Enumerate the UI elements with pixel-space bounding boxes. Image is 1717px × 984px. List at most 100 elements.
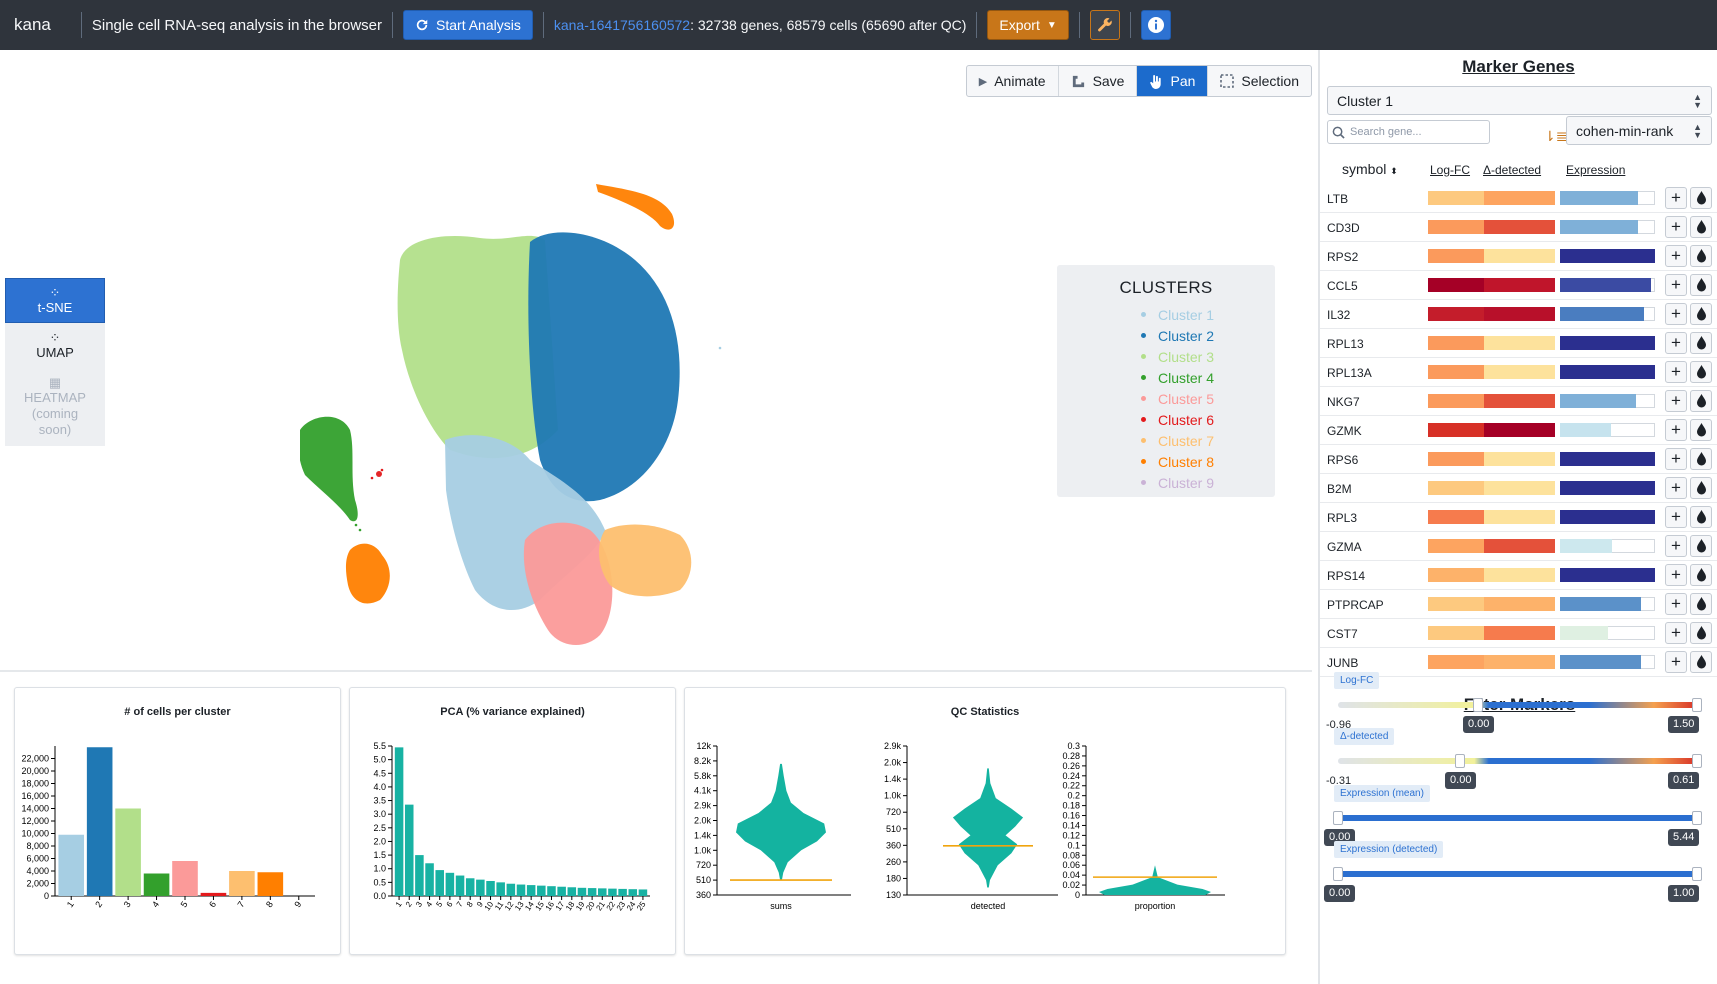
marker-row[interactable]: LTB + (1320, 184, 1717, 213)
color-by-gene-button[interactable] (1690, 187, 1712, 209)
marker-row[interactable]: CST7 + (1320, 619, 1717, 648)
filter-slider-handle[interactable] (1692, 754, 1702, 768)
bar[interactable] (415, 855, 424, 896)
bar[interactable] (394, 747, 404, 896)
color-by-gene-button[interactable] (1690, 361, 1712, 383)
rank-select[interactable]: cohen-min-rank ▲ ▼ (1566, 116, 1712, 145)
legend-item[interactable]: Cluster 2 (1057, 325, 1275, 346)
color-by-gene-button[interactable] (1690, 303, 1712, 325)
bar[interactable] (506, 883, 516, 896)
bar[interactable] (445, 872, 455, 896)
bar[interactable] (425, 863, 434, 896)
violin[interactable] (952, 768, 1024, 888)
bar[interactable] (587, 888, 597, 896)
color-by-gene-button[interactable] (1690, 216, 1712, 238)
pan-button[interactable]: Pan (1137, 66, 1209, 96)
bar[interactable] (476, 879, 485, 896)
bar[interactable] (547, 886, 556, 896)
filter-slider-handle[interactable] (1692, 698, 1702, 712)
selection-button[interactable]: Selection (1208, 66, 1311, 96)
bar[interactable] (577, 887, 587, 896)
bar[interactable] (404, 804, 414, 896)
color-by-gene-button[interactable] (1690, 651, 1712, 673)
bar[interactable] (115, 808, 141, 897)
start-analysis-button[interactable]: Start Analysis (403, 10, 533, 40)
add-gene-button[interactable]: + (1665, 419, 1687, 441)
add-gene-button[interactable]: + (1665, 448, 1687, 470)
bar[interactable] (86, 747, 113, 896)
filter-slider-handle[interactable] (1455, 754, 1466, 768)
add-gene-button[interactable]: + (1665, 303, 1687, 325)
bar[interactable] (455, 875, 465, 896)
add-gene-button[interactable]: + (1665, 593, 1687, 615)
add-gene-button[interactable]: + (1665, 622, 1687, 644)
filter-slider-handle[interactable] (1692, 811, 1702, 825)
bar[interactable] (143, 873, 170, 897)
color-by-gene-button[interactable] (1690, 390, 1712, 412)
marker-row[interactable]: GZMK + (1320, 416, 1717, 445)
bar[interactable] (608, 888, 617, 896)
bar[interactable] (257, 872, 284, 896)
marker-row[interactable]: RPL13A + (1320, 358, 1717, 387)
marker-row[interactable]: RPL13 + (1320, 329, 1717, 358)
sort-desc-icon[interactable]: ⇂≣ (1544, 128, 1568, 144)
bar[interactable] (435, 870, 444, 896)
marker-row[interactable]: RPS2 + (1320, 242, 1717, 271)
col-symbol[interactable]: symbol ⬍ (1342, 161, 1398, 177)
bar[interactable] (537, 885, 546, 896)
color-by-gene-button[interactable] (1690, 419, 1712, 441)
bar[interactable] (516, 884, 526, 896)
add-gene-button[interactable]: + (1665, 274, 1687, 296)
filter-slider-handle[interactable] (1473, 698, 1483, 712)
marker-row[interactable]: CCL5 + (1320, 271, 1717, 300)
add-gene-button[interactable]: + (1665, 506, 1687, 528)
legend-item[interactable]: Cluster 5 (1057, 388, 1275, 409)
violin[interactable] (736, 763, 826, 881)
bar[interactable] (628, 889, 638, 896)
color-by-gene-button[interactable] (1690, 477, 1712, 499)
legend-item[interactable]: Cluster 7 (1057, 430, 1275, 451)
col-logfc[interactable]: Log-FC (1430, 163, 1471, 177)
filter-slider-handle[interactable] (1333, 811, 1343, 825)
marker-row[interactable]: PTPRCAP + (1320, 590, 1717, 619)
settings-button[interactable] (1089, 10, 1120, 40)
add-gene-button[interactable]: + (1665, 187, 1687, 209)
color-by-gene-button[interactable] (1690, 332, 1712, 354)
add-gene-button[interactable]: + (1665, 535, 1687, 557)
color-by-gene-button[interactable] (1690, 448, 1712, 470)
export-button[interactable]: Export ▼ (987, 10, 1069, 40)
info-button[interactable] (1140, 10, 1171, 40)
col-delta-detected[interactable]: Δ-detected (1483, 163, 1542, 177)
add-gene-button[interactable]: + (1665, 477, 1687, 499)
marker-row[interactable]: JUNB + (1320, 648, 1717, 677)
marker-row[interactable]: GZMA + (1320, 532, 1717, 561)
bar[interactable] (486, 881, 495, 896)
bar[interactable] (598, 888, 607, 896)
legend-item[interactable]: Cluster 8 (1057, 451, 1275, 472)
tsne-scatter-plot[interactable] (300, 130, 770, 650)
bar[interactable] (567, 887, 577, 896)
gene-search-input[interactable]: Search gene... (1327, 120, 1490, 144)
marker-row[interactable]: RPL3 + (1320, 503, 1717, 532)
filter-slider-handle[interactable] (1333, 867, 1343, 881)
legend-item[interactable]: Cluster 9 (1057, 472, 1275, 493)
marker-row[interactable]: RPS14 + (1320, 561, 1717, 590)
add-gene-button[interactable]: + (1665, 564, 1687, 586)
filter-slider-track[interactable] (1338, 758, 1697, 764)
add-gene-button[interactable]: + (1665, 651, 1687, 673)
tab-tsne[interactable]: ⁘ t-SNE (5, 278, 105, 323)
add-gene-button[interactable]: + (1665, 216, 1687, 238)
bar[interactable] (465, 878, 475, 896)
color-by-gene-button[interactable] (1690, 564, 1712, 586)
bar[interactable] (526, 885, 536, 896)
legend-item[interactable]: Cluster 6 (1057, 409, 1275, 430)
marker-row[interactable]: NKG7 + (1320, 387, 1717, 416)
color-by-gene-button[interactable] (1690, 622, 1712, 644)
color-by-gene-button[interactable] (1690, 535, 1712, 557)
filter-slider-track[interactable] (1338, 871, 1697, 877)
color-by-gene-button[interactable] (1690, 245, 1712, 267)
bar[interactable] (557, 886, 566, 896)
filter-slider-track[interactable] (1338, 815, 1697, 821)
bar[interactable] (200, 892, 227, 896)
add-gene-button[interactable]: + (1665, 361, 1687, 383)
